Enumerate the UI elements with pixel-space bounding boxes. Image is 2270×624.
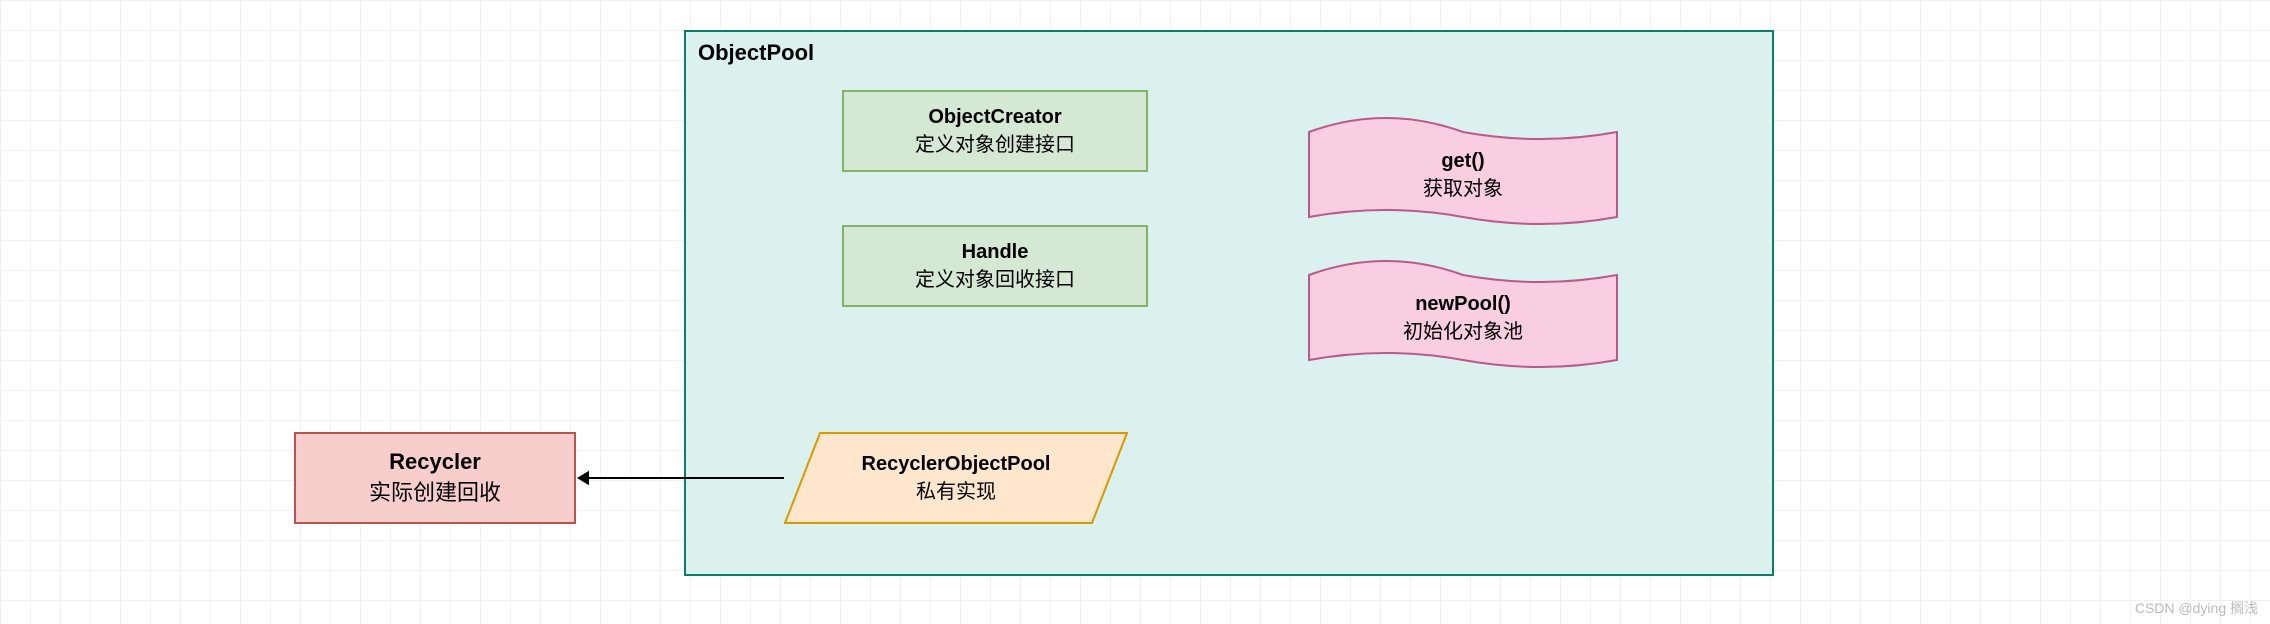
handle-subtitle: 定义对象回收接口: [915, 266, 1075, 294]
recycler-object-pool-box: RecyclerObjectPool 私有实现: [784, 432, 1128, 524]
objectpool-title: ObjectPool: [698, 40, 814, 66]
object-creator-box: ObjectCreator 定义对象创建接口: [842, 90, 1148, 172]
recycler-subtitle: 实际创建回收: [369, 478, 501, 509]
newpool-method-box: newPool() 初始化对象池: [1308, 260, 1618, 375]
newpool-method-subtitle: 初始化对象池: [1403, 318, 1523, 346]
watermark-text: CSDN @dying 搁浅: [2135, 598, 2258, 618]
handle-box: Handle 定义对象回收接口: [842, 225, 1148, 307]
recycler-object-pool-subtitle: 私有实现: [916, 478, 996, 506]
handle-title: Handle: [962, 238, 1029, 266]
diagram-canvas: ObjectPool ObjectCreator 定义对象创建接口 Handle…: [0, 0, 2270, 624]
recycler-title: Recycler: [389, 447, 481, 478]
recycler-box: Recycler 实际创建回收: [294, 432, 576, 524]
newpool-method-title: newPool(): [1415, 290, 1511, 318]
object-creator-subtitle: 定义对象创建接口: [915, 131, 1075, 159]
get-method-subtitle: 获取对象: [1423, 175, 1503, 203]
arrow-recyclerpool-to-recycler: [563, 464, 798, 492]
recycler-object-pool-title: RecyclerObjectPool: [862, 450, 1051, 478]
get-method-box: get() 获取对象: [1308, 117, 1618, 232]
get-method-title: get(): [1441, 147, 1484, 175]
object-creator-title: ObjectCreator: [928, 103, 1061, 131]
